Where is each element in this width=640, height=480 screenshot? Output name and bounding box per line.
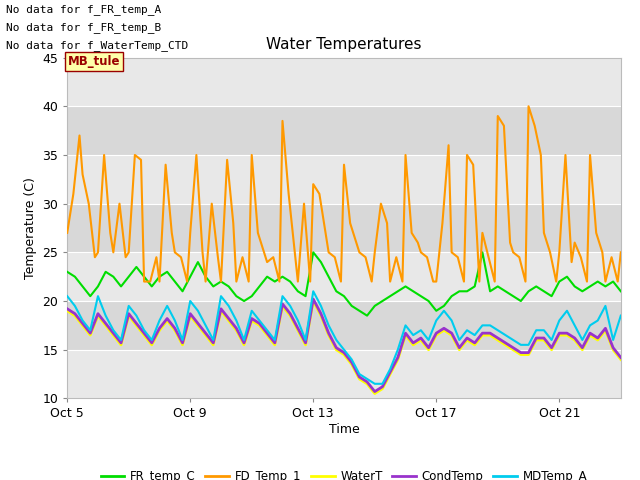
- Text: MB_tule: MB_tule: [67, 55, 120, 68]
- Bar: [67, 252, 621, 301]
- X-axis label: Time: Time: [328, 423, 360, 436]
- Text: No data for f_WaterTemp_CTD: No data for f_WaterTemp_CTD: [6, 40, 189, 51]
- Bar: [67, 58, 621, 106]
- Text: No data for f_FR_temp_A: No data for f_FR_temp_A: [6, 4, 162, 15]
- Bar: [67, 350, 621, 398]
- Bar: [67, 106, 621, 155]
- Bar: [67, 155, 621, 204]
- Legend: FR_temp_C, FD_Temp_1, WaterT, CondTemp, MDTemp_A: FR_temp_C, FD_Temp_1, WaterT, CondTemp, …: [96, 466, 592, 480]
- Bar: [67, 301, 621, 350]
- Bar: [67, 204, 621, 252]
- Y-axis label: Temperature (C): Temperature (C): [24, 177, 36, 279]
- Text: No data for f_FR_temp_B: No data for f_FR_temp_B: [6, 22, 162, 33]
- Title: Water Temperatures: Water Temperatures: [266, 37, 422, 52]
